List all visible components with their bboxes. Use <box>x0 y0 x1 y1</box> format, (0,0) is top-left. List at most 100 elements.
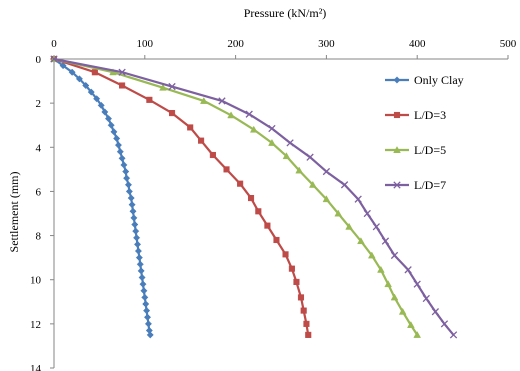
data-point-l-d-7 <box>355 196 361 202</box>
y-tick-label: 0 <box>36 54 42 66</box>
data-point-only-clay <box>117 149 123 155</box>
data-point-l-d-7 <box>414 281 420 287</box>
data-point-only-clay <box>121 162 127 168</box>
axes: 0 100 200 300 400 50002468101214 <box>30 38 517 371</box>
data-point-l-d-3 <box>256 208 262 214</box>
series-only-clay <box>51 56 154 338</box>
data-point-l-d-7 <box>341 182 347 188</box>
y-tick-label: 14 <box>30 363 42 371</box>
data-point-l-d-3 <box>305 332 311 338</box>
y-tick-label: 6 <box>36 186 42 198</box>
data-point-l-d-3 <box>265 223 271 229</box>
data-point-l-d-7 <box>405 267 411 273</box>
x-tick-label: 400 <box>409 38 426 50</box>
data-point-l-d-3 <box>274 237 280 243</box>
data-point-only-clay <box>132 221 138 227</box>
data-point-l-d-3 <box>294 279 300 285</box>
data-point-only-clay <box>136 254 142 260</box>
data-point-l-d-3 <box>298 295 304 301</box>
data-point-l-d-3 <box>119 83 125 89</box>
data-point-l-d-7 <box>432 309 438 315</box>
data-point-l-d-3 <box>224 167 230 173</box>
data-point-only-clay <box>134 241 140 247</box>
x-axis-title: Pressure (kN/m²) <box>244 6 327 20</box>
y-tick-label: 4 <box>36 142 42 154</box>
data-point-l-d-7 <box>441 321 447 327</box>
data-point-l-d-3 <box>289 266 295 272</box>
legend-swatch-marker <box>394 112 400 118</box>
data-point-only-clay <box>135 248 141 254</box>
y-tick-label: 8 <box>36 231 42 243</box>
data-point-only-clay <box>128 195 134 201</box>
data-point-l-d-3 <box>92 69 98 75</box>
data-point-only-clay <box>123 168 129 174</box>
data-point-only-clay <box>126 188 132 194</box>
legend-label: Only Clay <box>414 73 464 87</box>
legend-swatch-marker <box>394 77 400 83</box>
legend-item-l-d-5: L/D=5 <box>385 143 446 157</box>
legend-label: L/D=3 <box>414 108 446 122</box>
x-tick-label: 300 <box>318 38 335 50</box>
x-tick-label: 200 <box>227 38 244 50</box>
data-point-only-clay <box>138 268 144 274</box>
data-point-l-d-3 <box>198 138 204 144</box>
data-point-only-clay <box>131 215 137 221</box>
data-point-only-clay <box>113 135 119 141</box>
data-point-only-clay <box>145 321 151 327</box>
data-point-only-clay <box>119 155 125 161</box>
data-point-only-clay <box>133 228 139 234</box>
data-point-l-d-3 <box>237 181 243 187</box>
legend-item-only-clay: Only Clay <box>385 73 464 87</box>
series-layer <box>51 56 457 338</box>
data-point-l-d-3 <box>301 308 307 314</box>
y-tick-label: 2 <box>36 98 42 110</box>
data-point-l-d-3 <box>304 321 310 327</box>
data-point-l-d-7 <box>323 168 329 174</box>
data-point-only-clay <box>123 175 129 181</box>
data-point-only-clay <box>115 142 121 148</box>
data-point-l-d-3 <box>169 110 175 116</box>
data-point-l-d-7 <box>307 154 313 160</box>
data-point-only-clay <box>130 208 136 214</box>
data-point-only-clay <box>140 281 146 287</box>
data-point-only-clay <box>142 294 148 300</box>
legend-label: L/D=5 <box>414 143 446 157</box>
data-point-only-clay <box>144 314 150 320</box>
data-point-only-clay <box>125 182 131 188</box>
data-point-l-d-7 <box>391 252 397 258</box>
series-line-l-d-5 <box>54 59 417 335</box>
data-point-only-clay <box>111 129 117 135</box>
data-point-l-d-3 <box>147 97 153 103</box>
data-point-only-clay <box>139 274 145 280</box>
data-point-l-d-7 <box>364 210 370 216</box>
data-point-only-clay <box>108 122 114 128</box>
legend-item-l-d-3: L/D=3 <box>385 108 446 122</box>
data-point-only-clay <box>129 201 135 207</box>
series-l-d-5 <box>51 56 421 338</box>
data-point-l-d-7 <box>382 238 388 244</box>
data-point-l-d-7 <box>423 295 429 301</box>
legend-item-l-d-7: L/D=7 <box>385 178 446 192</box>
x-tick-label: 500 <box>500 38 517 50</box>
series-line-only-clay <box>54 59 150 335</box>
data-point-l-d-3 <box>248 195 254 201</box>
data-point-l-d-3 <box>283 252 289 258</box>
data-point-only-clay <box>133 235 139 241</box>
y-tick-label: 12 <box>30 319 41 331</box>
series-line-l-d-3 <box>54 59 308 335</box>
data-point-l-d-7 <box>287 140 293 146</box>
data-point-l-d-3 <box>210 152 216 158</box>
data-point-only-clay <box>143 301 149 307</box>
data-point-l-d-7 <box>269 125 275 131</box>
data-point-only-clay <box>143 307 149 313</box>
data-point-only-clay <box>137 261 143 267</box>
legend-label: L/D=7 <box>414 178 446 192</box>
data-point-l-d-3 <box>187 125 193 131</box>
series-l-d-3 <box>51 56 311 337</box>
data-point-only-clay <box>141 288 147 294</box>
data-point-l-d-7 <box>450 332 456 338</box>
legend: Only Clay L/D=3 L/D=5 L/D=7 <box>385 73 464 192</box>
y-tick-label: 10 <box>30 275 42 287</box>
data-point-l-d-7 <box>373 224 379 230</box>
